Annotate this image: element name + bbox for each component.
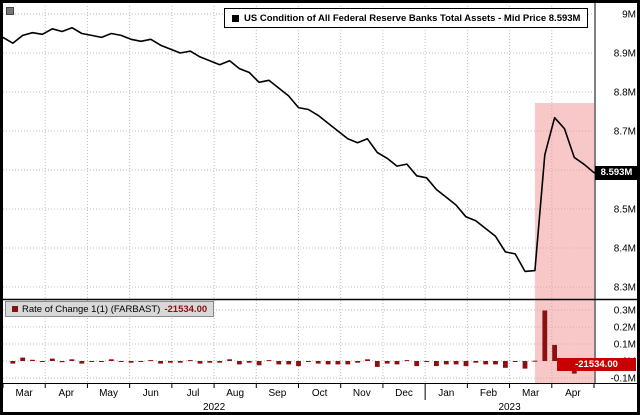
svg-text:9M: 9M	[622, 10, 636, 21]
svg-text:0.2M: 0.2M	[614, 323, 636, 334]
svg-text:Jun: Jun	[143, 388, 159, 399]
svg-text:Jan: Jan	[438, 388, 454, 399]
svg-text:Sep: Sep	[268, 388, 286, 399]
sub-series-legend: Rate of Change 1(1) (FARBAST) -21534.00	[5, 301, 215, 317]
svg-text:2023: 2023	[498, 402, 521, 413]
last-price-badge: 8.593M	[595, 166, 638, 180]
svg-text:8.7M: 8.7M	[614, 127, 636, 138]
svg-text:Mar: Mar	[522, 388, 540, 399]
svg-text:Dec: Dec	[395, 388, 413, 399]
svg-text:May: May	[99, 388, 118, 399]
svg-text:Aug: Aug	[226, 388, 244, 399]
svg-text:8.3M: 8.3M	[614, 283, 636, 294]
svg-text:Jul: Jul	[187, 388, 200, 399]
svg-text:8.9M: 8.9M	[614, 49, 636, 60]
svg-text:Feb: Feb	[480, 388, 498, 399]
svg-text:8.5M: 8.5M	[614, 205, 636, 216]
sub-series-label: Rate of Change 1(1) (FARBAST)	[22, 303, 161, 315]
svg-text:2022: 2022	[203, 402, 226, 413]
svg-text:Mar: Mar	[15, 388, 33, 399]
svg-text:Nov: Nov	[353, 388, 371, 399]
svg-text:Apr: Apr	[565, 388, 581, 399]
svg-text:8.4M: 8.4M	[614, 244, 636, 255]
svg-text:-0.1M: -0.1M	[610, 374, 636, 385]
svg-text:Oct: Oct	[312, 388, 328, 399]
svg-text:0.1M: 0.1M	[614, 340, 636, 351]
main-series-legend: US Condition of All Federal Reserve Bank…	[224, 8, 589, 28]
series-marker-icon	[232, 14, 239, 22]
svg-text:Apr: Apr	[59, 388, 75, 399]
corner-handle-icon	[6, 7, 14, 15]
svg-text:0.3M: 0.3M	[614, 306, 636, 317]
svg-text:8.8M: 8.8M	[614, 88, 636, 99]
last-change-badge: -21534.00	[557, 358, 636, 371]
sub-series-value: -21534.00	[164, 303, 208, 315]
roc-marker-icon	[12, 306, 18, 312]
main-series-label: US Condition of All Federal Reserve Bank…	[244, 12, 581, 24]
